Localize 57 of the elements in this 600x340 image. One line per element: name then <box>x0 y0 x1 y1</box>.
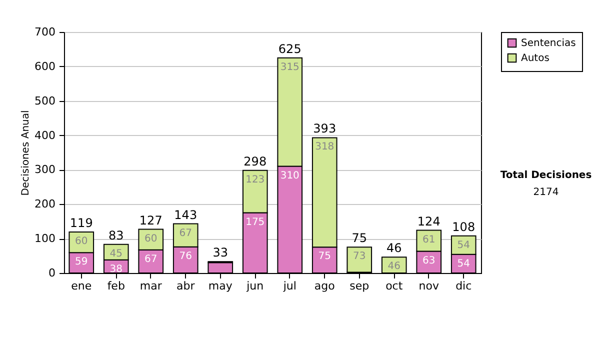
x-tick-label: nov <box>418 280 440 292</box>
x-tick-label: feb <box>107 280 125 292</box>
x-tick-label: jul <box>282 280 296 292</box>
data-label: 75 <box>318 251 331 262</box>
y-tick-label: 200 <box>34 198 56 211</box>
y-tick-label: 400 <box>34 128 56 142</box>
data-label: 76 <box>179 250 192 262</box>
y-tick-label: 100 <box>34 232 56 246</box>
y-tick-label: 500 <box>34 94 56 108</box>
data-label: 175 <box>246 216 265 228</box>
x-tick-label: ene <box>71 280 92 292</box>
legend-label: Sentencias <box>521 38 576 49</box>
data-label: 123 <box>246 174 265 186</box>
data-label: 73 <box>353 251 366 262</box>
total-label: 298 <box>244 154 267 168</box>
x-tick-label: abr <box>176 280 196 292</box>
data-label: 63 <box>422 255 436 266</box>
total-label: 393 <box>313 122 336 136</box>
total-label: 75 <box>352 231 368 246</box>
total-label: 127 <box>139 213 162 228</box>
total-label: 83 <box>108 228 124 242</box>
data-label: 318 <box>315 142 334 153</box>
data-label: 54 <box>457 240 470 251</box>
x-tick-label: mar <box>140 280 162 292</box>
total-label: 108 <box>452 220 476 234</box>
y-tick-label: 0 <box>48 266 56 280</box>
data-label: 67 <box>179 228 192 239</box>
total-label: 124 <box>417 214 440 228</box>
data-label: 59 <box>75 256 88 268</box>
y-tick-label: 600 <box>34 60 56 73</box>
y-axis-title: Decisiones Anual <box>20 110 32 196</box>
data-label: 46 <box>388 261 400 272</box>
x-tick-label: dic <box>456 280 472 292</box>
data-label: 60 <box>144 233 158 244</box>
text: 2174 <box>532 187 560 198</box>
data-label: 60 <box>75 236 88 248</box>
total-label: 119 <box>70 216 93 230</box>
x-tick-label: sep <box>350 280 370 292</box>
y-tick-label: 300 <box>34 163 56 176</box>
data-label: 61 <box>422 234 436 246</box>
x-tick-label: may <box>208 280 233 292</box>
legend-label: Autos <box>521 53 550 64</box>
total-label: 33 <box>212 246 228 260</box>
x-tick-label: ago <box>314 280 336 292</box>
total-label: 625 <box>278 42 302 56</box>
total-label: 143 <box>174 208 198 222</box>
data-label: 67 <box>144 254 158 265</box>
data-label: 54 <box>457 258 470 270</box>
x-tick-label: jun <box>246 280 264 292</box>
x-tick-label: oct <box>386 280 404 292</box>
data-label: 310 <box>280 170 300 182</box>
y-tick-label: 700 <box>34 26 56 38</box>
total-label: 46 <box>386 241 402 256</box>
data-label: 38 <box>110 264 122 275</box>
data-label: 315 <box>280 62 300 73</box>
data-label: 45 <box>110 248 122 260</box>
text: Total Decisiones <box>499 170 593 181</box>
